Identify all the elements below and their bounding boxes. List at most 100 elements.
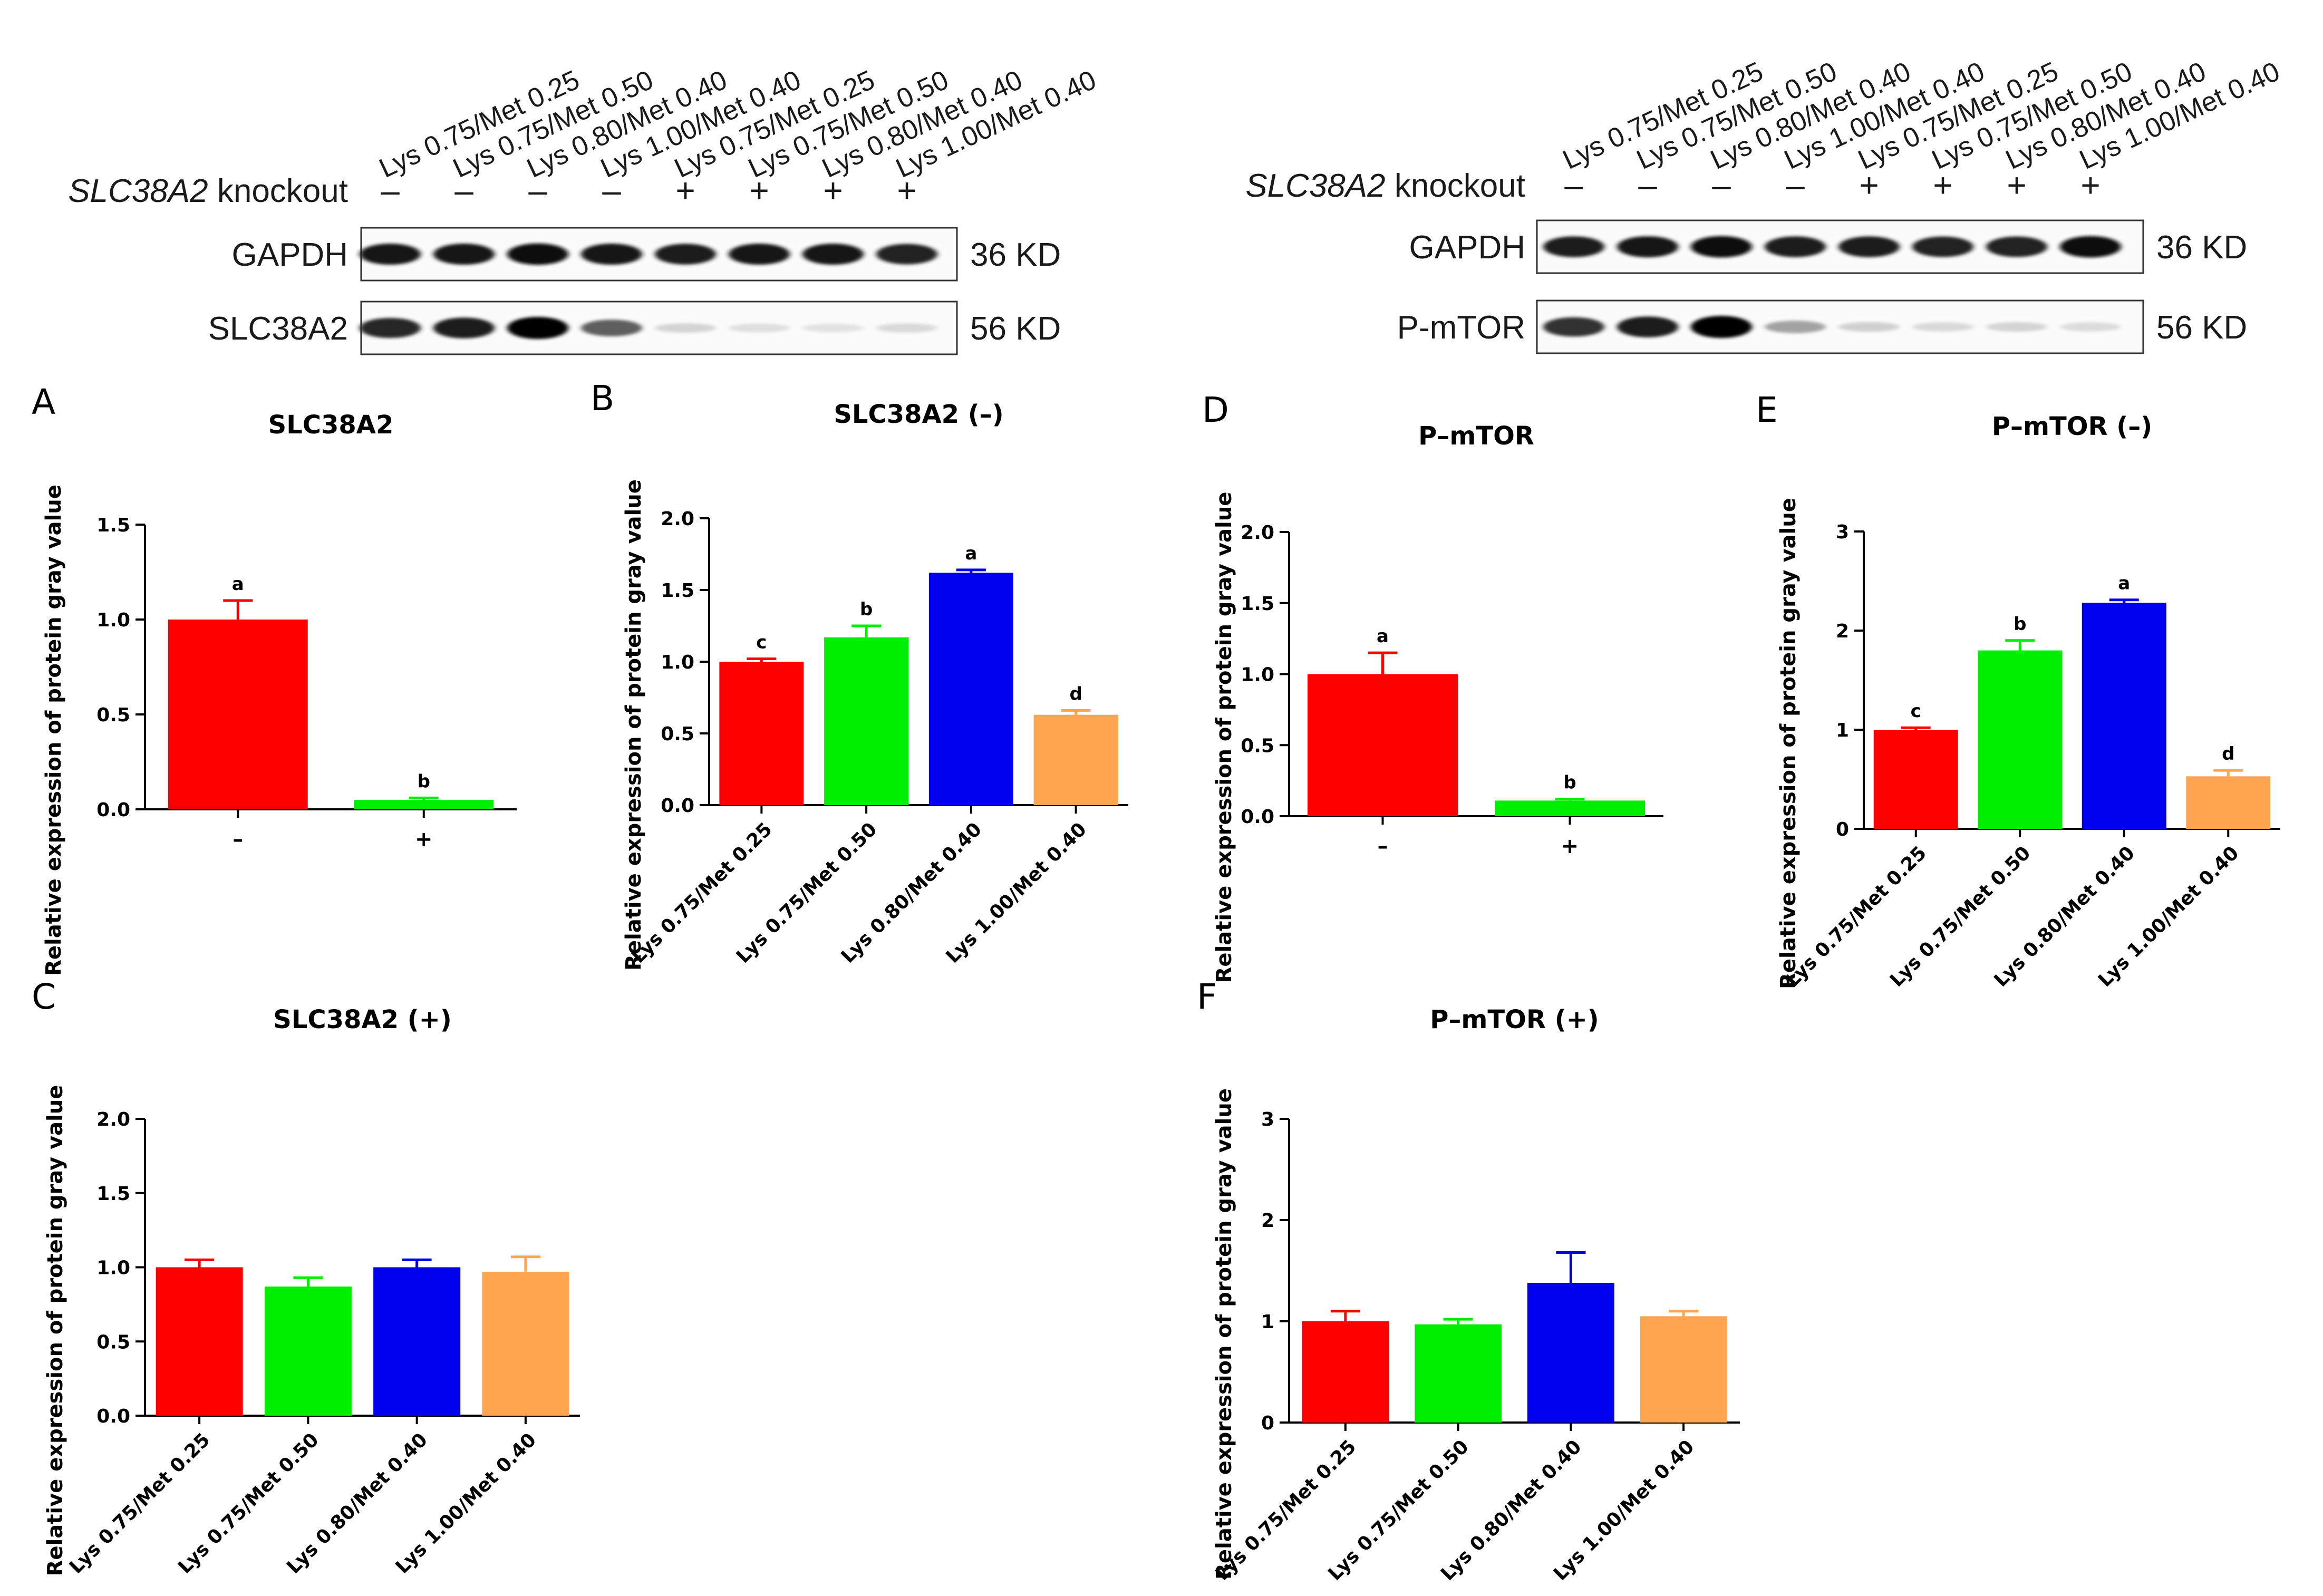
- y-axis-label: Relative expression of protein gray valu…: [1212, 492, 1236, 983]
- knockout-sign: –: [1564, 166, 1583, 204]
- significance-letter: b: [1563, 772, 1576, 794]
- panel-letter: B: [591, 378, 614, 419]
- molecular-weight-label: 56 KD: [2156, 309, 2247, 346]
- bar: [1527, 1283, 1614, 1423]
- knockout-gene: SLC38A2: [1245, 168, 1385, 204]
- knockout-label: SLC38A2 knockout: [1245, 168, 1525, 204]
- protein-band: [1912, 236, 1973, 257]
- y-tick-label: 1.0: [96, 610, 130, 631]
- significance-letter: a: [2118, 573, 2130, 594]
- significance-letter: b: [860, 599, 873, 620]
- bar: [1495, 800, 1645, 816]
- bar-chart-panels: A SLC38A2 Relative expression of protein g…: [32, 378, 2280, 1585]
- chart-panel-E: E P–mTOR (–) Relative expression of protei…: [1756, 390, 2280, 991]
- significance-letter: b: [2014, 614, 2026, 635]
- bar: [264, 1287, 352, 1416]
- bar: [719, 662, 804, 805]
- panel-letter: E: [1756, 390, 1778, 430]
- protein-band: [1986, 236, 2047, 257]
- protein-band: [1912, 322, 1973, 332]
- y-tick-label: 0.0: [96, 799, 130, 821]
- y-tick-label: 0: [1836, 819, 1849, 840]
- y-tick-label: 1.0: [1241, 664, 1274, 686]
- bar: [354, 800, 494, 809]
- significance-letter: d: [1069, 683, 1082, 704]
- protein-label: SLC38A2: [208, 311, 348, 347]
- knockout-sign: +: [823, 171, 843, 209]
- protein-band: [802, 244, 864, 265]
- y-tick-label: 3: [1261, 1109, 1274, 1130]
- protein-band: [581, 320, 642, 336]
- y-tick-label: 0: [1261, 1413, 1274, 1434]
- chart-title: SLC38A2 (+): [273, 1005, 452, 1034]
- y-tick-label: 2: [1836, 621, 1849, 642]
- bar: [1640, 1316, 1727, 1423]
- protein-band: [1617, 236, 1678, 257]
- significance-letter: c: [756, 632, 767, 653]
- protein-band: [876, 323, 937, 333]
- y-tick-label: 0.0: [661, 795, 694, 817]
- knockout-sign: +: [897, 171, 916, 209]
- bar: [1978, 650, 2063, 829]
- x-tick-label: –: [1378, 834, 1388, 858]
- protein-band: [876, 244, 937, 265]
- knockout-sign: +: [2080, 166, 2100, 204]
- protein-band: [1691, 316, 1752, 338]
- y-tick-label: 2: [1261, 1210, 1274, 1232]
- y-tick-label: 1: [1261, 1311, 1274, 1333]
- y-tick-label: 1.0: [661, 652, 694, 673]
- y-axis-label: Relative expression of protein gray valu…: [42, 485, 66, 976]
- knockout-sign: +: [2007, 166, 2026, 204]
- significance-letter: b: [418, 771, 430, 792]
- knockout-sign: –: [454, 171, 473, 209]
- knockout-sign: –: [528, 171, 547, 209]
- protein-label: P-mTOR: [1397, 309, 1525, 346]
- protein-band: [1838, 236, 1900, 257]
- chart-title: SLC38A2 (–): [834, 400, 1003, 429]
- bar: [2082, 603, 2166, 829]
- y-tick-label: 0.0: [1241, 806, 1274, 828]
- bar: [2186, 776, 2271, 829]
- chart-panel-D: D P–mTOR Relative expression of protein gr…: [1202, 390, 1663, 983]
- panel-letter: D: [1202, 390, 1229, 430]
- protein-band: [1543, 236, 1604, 257]
- y-tick-label: 1.5: [661, 580, 694, 602]
- panel-letter: C: [32, 976, 56, 1017]
- y-axis-label: Relative expression of protein gray valu…: [622, 479, 646, 971]
- significance-letter: c: [1911, 701, 1921, 722]
- molecular-weight-label: 36 KD: [970, 237, 1061, 273]
- bar: [373, 1267, 461, 1416]
- chart-title: P–mTOR: [1418, 421, 1534, 451]
- significance-letter: a: [232, 574, 244, 595]
- protein-band: [2060, 236, 2121, 258]
- x-tick-label: –: [233, 827, 243, 852]
- chart-panel-B: B SLC38A2 (–) Relative expression of prote…: [591, 378, 1128, 971]
- bar: [1415, 1324, 1502, 1423]
- y-tick-label: 2.0: [1241, 522, 1274, 544]
- knockout-sign: +: [749, 171, 769, 209]
- chart-title: SLC38A2: [268, 410, 394, 440]
- bar: [156, 1267, 243, 1416]
- significance-letter: d: [2222, 743, 2234, 765]
- knockout-sign: –: [381, 171, 400, 209]
- protein-band: [1765, 321, 1826, 333]
- panel-letter: F: [1197, 976, 1217, 1017]
- bar: [168, 620, 308, 809]
- protein-band: [581, 244, 642, 265]
- significance-letter: a: [1377, 626, 1389, 647]
- knockout-sign: –: [1638, 166, 1657, 204]
- protein-band: [802, 323, 864, 333]
- knockout-sign: +: [1859, 166, 1879, 204]
- bar: [1302, 1321, 1389, 1423]
- bar: [1873, 730, 1958, 829]
- y-tick-label: 1.5: [1241, 593, 1274, 615]
- panel-letter: A: [32, 382, 55, 422]
- bar: [482, 1271, 569, 1416]
- y-tick-label: 0.5: [661, 723, 694, 745]
- chart-panel-A: A SLC38A2 Relative expression of protein g…: [32, 382, 517, 976]
- protein-band: [1617, 316, 1678, 337]
